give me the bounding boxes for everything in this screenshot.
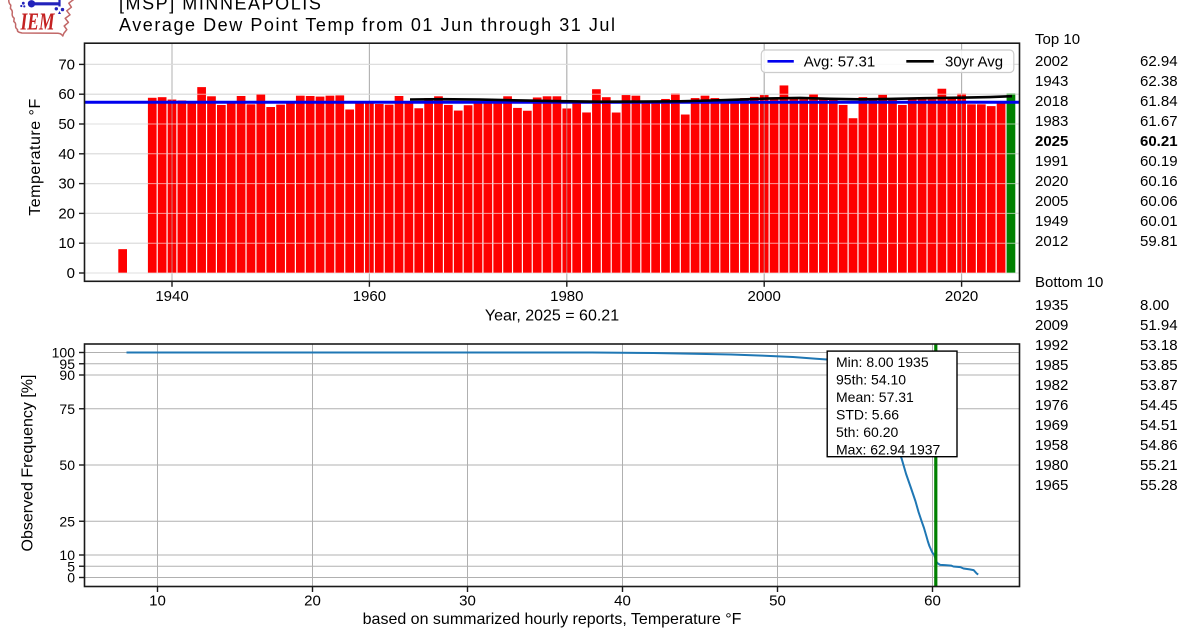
- svg-text:30yr Avg: 30yr Avg: [945, 53, 1003, 70]
- svg-text:90: 90: [59, 367, 75, 383]
- svg-text:1976: 1976: [1035, 397, 1068, 414]
- svg-text:1958: 1958: [1035, 437, 1068, 454]
- svg-text:2005: 2005: [1035, 193, 1068, 210]
- svg-text:10: 10: [58, 235, 75, 252]
- svg-text:75: 75: [59, 401, 75, 417]
- svg-text:25: 25: [59, 513, 75, 529]
- svg-text:10: 10: [59, 547, 75, 563]
- svg-text:2002: 2002: [1035, 53, 1068, 70]
- svg-text:60: 60: [924, 593, 941, 610]
- svg-text:[MSP] MINNEAPOLIS: [MSP] MINNEAPOLIS: [119, 0, 322, 14]
- svg-text:20: 20: [58, 205, 75, 222]
- svg-text:STD: 5.66: STD: 5.66: [836, 406, 899, 422]
- svg-text:61.84: 61.84: [1140, 93, 1178, 110]
- svg-text:Bottom 10: Bottom 10: [1035, 274, 1103, 291]
- svg-text:8.00: 8.00: [1140, 297, 1169, 314]
- svg-text:1960: 1960: [353, 288, 386, 305]
- svg-text:53.18: 53.18: [1140, 337, 1178, 354]
- svg-text:40: 40: [614, 593, 631, 610]
- svg-text:55.28: 55.28: [1140, 477, 1178, 494]
- svg-text:54.86: 54.86: [1140, 437, 1178, 454]
- svg-text:1965: 1965: [1035, 477, 1068, 494]
- svg-text:Max: 62.94 1937: Max: 62.94 1937: [836, 441, 941, 457]
- svg-text:2018: 2018: [1035, 93, 1068, 110]
- svg-text:60.21: 60.21: [1140, 133, 1178, 150]
- svg-text:5th: 60.20: 5th: 60.20: [836, 424, 898, 440]
- svg-text:1985: 1985: [1035, 357, 1068, 374]
- svg-text:10: 10: [149, 593, 166, 610]
- svg-text:Avg: 57.31: Avg: 57.31: [804, 53, 875, 70]
- svg-text:60.01: 60.01: [1140, 213, 1178, 230]
- svg-text:1980: 1980: [1035, 457, 1068, 474]
- svg-text:Temperature °F: Temperature °F: [27, 98, 44, 215]
- svg-text:70: 70: [58, 56, 75, 73]
- svg-text:2025: 2025: [1035, 133, 1068, 150]
- svg-text:1949: 1949: [1035, 213, 1068, 230]
- svg-text:30: 30: [459, 593, 476, 610]
- svg-text:Mean: 57.31: Mean: 57.31: [836, 389, 914, 405]
- svg-text:60.06: 60.06: [1140, 193, 1178, 210]
- svg-text:0: 0: [67, 570, 75, 586]
- svg-text:20: 20: [304, 593, 321, 610]
- svg-text:Top 10: Top 10: [1035, 31, 1080, 48]
- svg-text:1991: 1991: [1035, 153, 1068, 170]
- svg-text:59.81: 59.81: [1140, 233, 1178, 250]
- svg-text:100: 100: [52, 345, 76, 361]
- svg-text:40: 40: [58, 146, 75, 163]
- svg-text:62.38: 62.38: [1140, 73, 1178, 90]
- svg-text:based on summarized hourly rep: based on summarized hourly reports, Temp…: [363, 611, 742, 628]
- svg-text:61.67: 61.67: [1140, 113, 1178, 130]
- svg-text:Year, 2025 = 60.21: Year, 2025 = 60.21: [485, 308, 619, 325]
- svg-text:54.45: 54.45: [1140, 397, 1178, 414]
- svg-text:62.94: 62.94: [1140, 53, 1178, 70]
- svg-text:1983: 1983: [1035, 113, 1068, 130]
- svg-text:1935: 1935: [1035, 297, 1068, 314]
- svg-text:51.94: 51.94: [1140, 317, 1178, 334]
- svg-text:54.51: 54.51: [1140, 417, 1178, 434]
- svg-text:30: 30: [58, 176, 75, 193]
- svg-text:Observed Frequency [%]: Observed Frequency [%]: [20, 375, 37, 552]
- svg-text:50: 50: [59, 457, 75, 473]
- svg-text:2009: 2009: [1035, 317, 1068, 334]
- svg-text:0: 0: [67, 265, 75, 282]
- svg-text:50: 50: [58, 116, 75, 133]
- svg-text:95: 95: [59, 356, 75, 372]
- svg-text:Average Dew Point Temp from 01: Average Dew Point Temp from 01 Jun throu…: [119, 15, 617, 35]
- svg-text:1982: 1982: [1035, 377, 1068, 394]
- svg-text:2000: 2000: [748, 288, 781, 305]
- svg-text:55.21: 55.21: [1140, 457, 1178, 474]
- svg-text:Min: 8.00 1935: Min: 8.00 1935: [836, 354, 929, 370]
- svg-text:2020: 2020: [945, 288, 978, 305]
- svg-text:60.16: 60.16: [1140, 173, 1178, 190]
- svg-text:1969: 1969: [1035, 417, 1068, 434]
- svg-text:60.19: 60.19: [1140, 153, 1178, 170]
- svg-text:1940: 1940: [155, 288, 188, 305]
- svg-text:1992: 1992: [1035, 337, 1068, 354]
- svg-text:5: 5: [67, 558, 75, 574]
- svg-text:2012: 2012: [1035, 233, 1068, 250]
- svg-text:50: 50: [769, 593, 786, 610]
- svg-text:IEM: IEM: [20, 10, 56, 36]
- svg-text:53.87: 53.87: [1140, 377, 1178, 394]
- svg-text:2020: 2020: [1035, 173, 1068, 190]
- svg-text:53.85: 53.85: [1140, 357, 1178, 374]
- svg-text:1980: 1980: [550, 288, 583, 305]
- svg-text:60: 60: [58, 86, 75, 103]
- svg-text:95th: 54.10: 95th: 54.10: [836, 371, 906, 387]
- svg-text:1943: 1943: [1035, 73, 1068, 90]
